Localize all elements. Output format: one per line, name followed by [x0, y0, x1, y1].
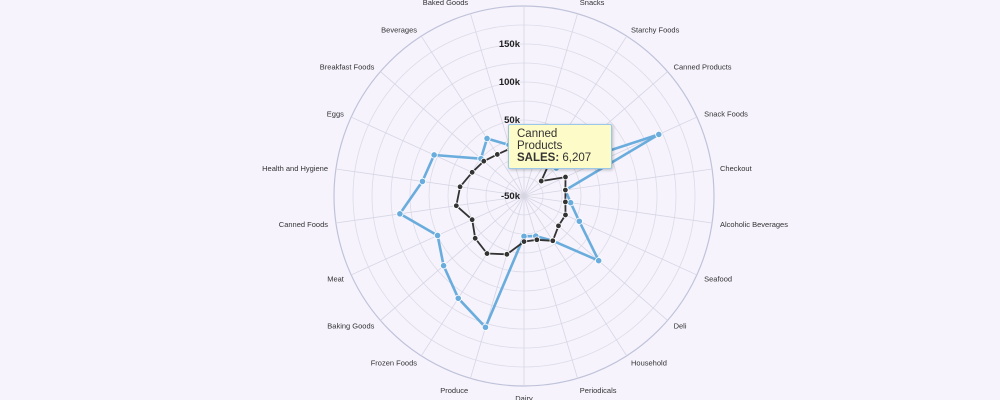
series-point-0[interactable]: [655, 130, 663, 139]
grid-spoke: [523, 168, 713, 197]
radial-tick-label: -50k: [501, 191, 521, 202]
series-point-1[interactable]: [471, 235, 479, 242]
grid-spoke: [470, 195, 525, 379]
tooltip-value-row: SALES: 6,207: [517, 152, 604, 164]
category-label: Snacks: [580, 0, 605, 7]
grid-spoke: [335, 168, 525, 197]
grid-spoke: [380, 71, 525, 197]
grid-spoke: [523, 35, 628, 197]
radial-tick-label: 150k: [499, 39, 521, 50]
series-point-1[interactable]: [456, 183, 464, 191]
category-label: Household: [631, 359, 667, 368]
series-point-1[interactable]: [562, 186, 569, 194]
series-point-1[interactable]: [453, 202, 460, 209]
category-label: Seafood: [704, 274, 732, 283]
category-label: Beverages: [381, 25, 417, 34]
category-label: Baking Goods: [327, 322, 374, 331]
tooltip-title: Canned Products: [517, 128, 563, 152]
tooltip-series-key: SALES:: [517, 152, 560, 164]
radial-tick-label: 50k: [504, 115, 521, 126]
category-label: Breakfast Foods: [320, 62, 375, 71]
grid-spoke: [380, 195, 525, 321]
series-point-0[interactable]: [418, 177, 427, 185]
chart-tooltip: Canned Products SALES: 6,207: [508, 124, 612, 169]
series-point-0[interactable]: [396, 210, 404, 218]
series-point-1[interactable]: [562, 173, 569, 181]
series-point-0[interactable]: [483, 134, 491, 143]
category-label: Deli: [674, 322, 687, 331]
series-point-1[interactable]: [494, 151, 501, 158]
category-label: Baked Goods: [423, 0, 469, 7]
grid-spoke: [523, 195, 628, 357]
series-point-1[interactable]: [503, 251, 511, 258]
series-point-1[interactable]: [538, 177, 545, 185]
radar-grid: [333, 5, 715, 387]
series-point-1[interactable]: [483, 250, 491, 257]
category-label: Checkout: [720, 164, 753, 173]
category-label: Health and Hygiene: [262, 164, 328, 173]
series-point-1[interactable]: [562, 198, 569, 206]
category-label: Periodicals: [580, 386, 617, 395]
series-point-0[interactable]: [454, 294, 462, 302]
series-point-1[interactable]: [480, 157, 487, 165]
tooltip-value: 6,207: [562, 152, 592, 164]
grid-spoke: [523, 195, 713, 224]
category-label: Frozen Foods: [371, 359, 418, 368]
grid-spoke: [420, 35, 525, 197]
category-label: Alcoholic Beverages: [720, 220, 788, 229]
category-label: Canned Foods: [279, 220, 328, 229]
series-point-1[interactable]: [549, 237, 556, 244]
series-point-0[interactable]: [433, 231, 442, 240]
series-point-1[interactable]: [468, 169, 476, 176]
category-label: Meat: [327, 274, 345, 283]
series-point-1[interactable]: [468, 216, 476, 223]
category-label: Produce: [440, 386, 468, 395]
grid-spoke: [335, 195, 525, 224]
series-point-0[interactable]: [430, 151, 438, 159]
category-label: Snack Foods: [704, 110, 748, 119]
series-point-1[interactable]: [555, 222, 562, 230]
series-point-0[interactable]: [595, 257, 603, 265]
category-label: Starchy Foods: [631, 25, 680, 34]
series-point-0[interactable]: [439, 262, 448, 270]
category-label: Eggs: [327, 110, 344, 119]
category-label: Canned Products: [674, 62, 732, 71]
series-point-1[interactable]: [533, 236, 541, 243]
category-label: Dairy: [515, 394, 533, 400]
series-point-0[interactable]: [575, 217, 583, 225]
grid-spoke: [420, 195, 525, 357]
series-point-1[interactable]: [520, 238, 528, 245]
series-point-1[interactable]: [562, 211, 569, 219]
series-point-0[interactable]: [481, 323, 490, 331]
grid-spoke: [523, 195, 578, 379]
grid-spoke: [523, 195, 697, 276]
radar-series: [396, 130, 663, 331]
radial-tick-label: 100k: [499, 77, 521, 88]
